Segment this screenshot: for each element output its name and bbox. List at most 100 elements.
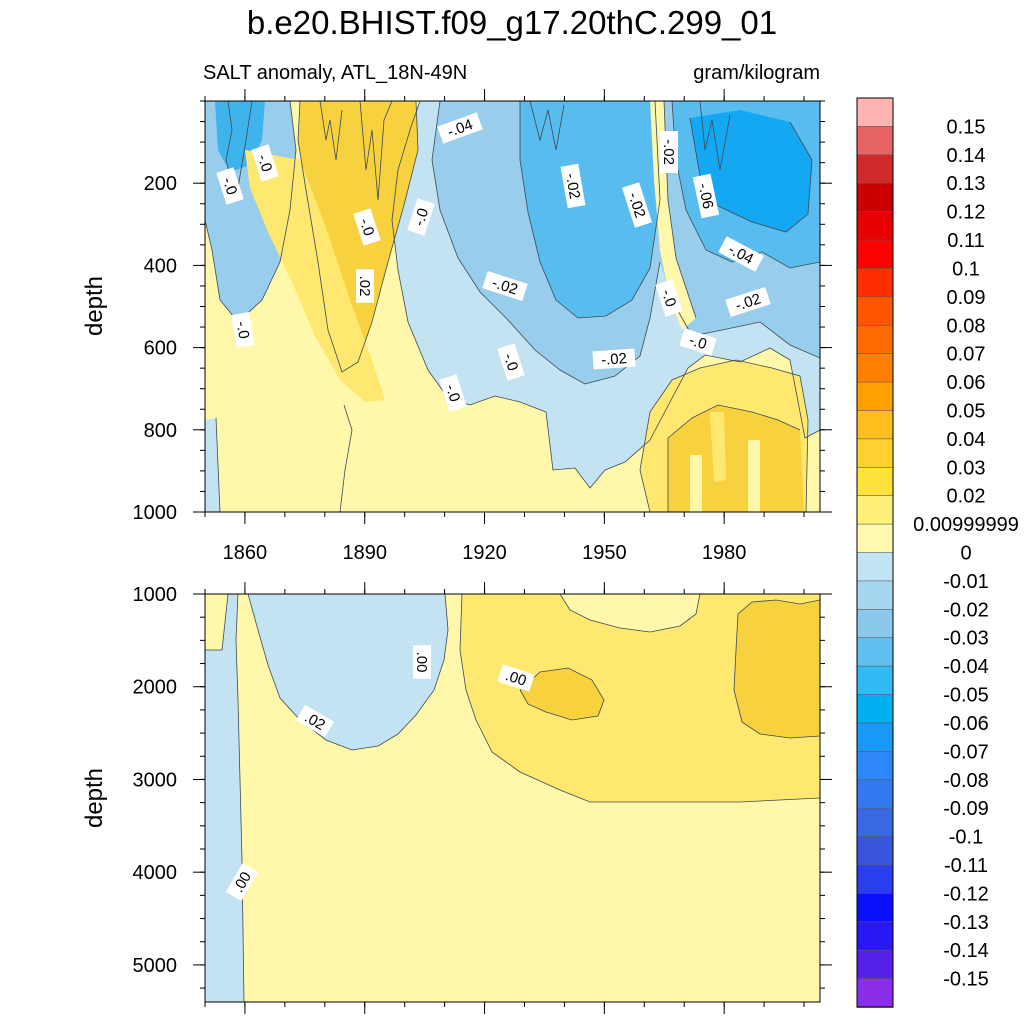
contour-label-box <box>413 645 431 679</box>
contour-label: -.0 <box>407 198 435 236</box>
lower-plot-frame <box>204 593 821 1003</box>
colorbar-swatch <box>856 893 894 923</box>
contour-line <box>215 417 221 512</box>
variable-label: SALT anomaly, ATL_18N-49N <box>203 62 468 84</box>
upper-field-west-column <box>205 418 220 512</box>
contour-label-box <box>497 343 525 381</box>
colorbar-swatch <box>856 410 894 440</box>
upper-field-positive-mid-west <box>245 150 385 402</box>
colorbar-label: -0.05 <box>943 685 989 707</box>
contour-line <box>559 594 701 633</box>
y-tick-label: 2000 <box>133 677 178 699</box>
contour-line <box>205 101 297 323</box>
contour-label-box <box>251 144 279 182</box>
lower-field-negative-dome <box>248 594 448 750</box>
contour-label-text: -.0 <box>411 206 433 228</box>
y-axis-title: depth <box>81 276 108 336</box>
colorbar-label: -0.13 <box>943 912 989 934</box>
contour-label-text: -.0 <box>233 320 253 340</box>
contour-line <box>391 101 820 489</box>
contour-label-text: -.02 <box>562 172 583 200</box>
y-tick-label: 600 <box>144 338 177 360</box>
colorbar-label: -0.03 <box>943 628 989 650</box>
y-tick-label: 200 <box>144 173 177 195</box>
lower-field-positive-strong-east <box>734 600 820 738</box>
colorbar-swatch <box>856 466 894 497</box>
colorbar-frame <box>856 97 894 1008</box>
colorbar-label: 0.15 <box>947 116 986 138</box>
colorbar-label: 0.04 <box>947 429 986 451</box>
contour-label-box <box>439 374 467 412</box>
contour-label-box <box>679 328 717 356</box>
contour-line <box>667 404 801 512</box>
colorbar-swatch <box>856 97 894 128</box>
contour-label-box <box>621 182 653 228</box>
upper-field-negative-deep <box>690 110 812 232</box>
colorbar-swatch <box>856 694 894 724</box>
contour-label-box <box>497 664 535 692</box>
contour-line <box>459 594 820 803</box>
colorbar-swatch <box>856 978 894 1008</box>
colorbar-swatch <box>856 552 894 582</box>
colorbar-label: -0.02 <box>943 599 989 621</box>
colorbar-label: 0.00999999 <box>913 514 1019 536</box>
upper-contour-labels: -.04-.02-.02-.02 -.06-.04-.02-.02-.02-.0-… <box>216 112 771 412</box>
colorbar-swatch <box>856 438 894 469</box>
contour-label-text: -.02 <box>601 350 628 369</box>
colorbar-swatch <box>856 807 894 838</box>
colorbar-label: 0.09 <box>947 287 986 309</box>
contour-label-text: .02 <box>356 276 373 297</box>
y-tick-label: 3000 <box>133 769 178 791</box>
colorbar-label: -0.04 <box>943 656 989 678</box>
y-tick-label: 400 <box>144 255 177 277</box>
colorbar-label: 0.14 <box>947 145 986 167</box>
contour-line <box>519 101 661 319</box>
contour-line <box>319 101 343 161</box>
colorbar-swatch <box>856 239 894 270</box>
contour-line <box>431 101 661 385</box>
colorbar-label: 0.05 <box>947 400 986 422</box>
contour-label-box <box>592 348 636 370</box>
colorbar-label: -0.12 <box>943 883 989 905</box>
colorbar-swatch <box>856 921 894 951</box>
y-tick-label: 800 <box>144 420 177 442</box>
contour-line <box>639 359 809 512</box>
contour-label-box <box>216 167 244 205</box>
contour-line <box>205 594 229 651</box>
colorbar-label: -0.06 <box>943 713 989 735</box>
colorbar-swatch <box>856 495 894 525</box>
contour-label: -.0 <box>216 167 244 205</box>
upper-field-positive-column-c <box>748 440 760 512</box>
contour-line <box>339 404 353 512</box>
contour-label-text: -.0 <box>500 351 522 373</box>
colorbar-label: 0.03 <box>947 457 986 479</box>
colorbar-label: -0.11 <box>944 855 988 877</box>
colorbar-swatch <box>856 580 894 611</box>
contour-label-box <box>353 208 381 246</box>
colorbar-swatch <box>856 779 894 809</box>
colorbar-swatch <box>856 523 894 554</box>
contour-label-box <box>231 311 255 349</box>
contour-label-box <box>655 279 683 317</box>
colorbar-label: -0.08 <box>943 770 989 792</box>
contour-label-text: -.0 <box>356 216 378 238</box>
contour-label-box <box>560 163 586 209</box>
axis-text: 1860 1890 1920 1950 1980 200 400 600 800 1000 dept… <box>81 173 746 977</box>
colorbar-swatch <box>856 836 894 866</box>
contour-label: -.0 <box>497 343 525 381</box>
colorbar-label: 0.07 <box>947 344 986 366</box>
colorbar-label: -0.09 <box>943 798 989 820</box>
colorbar: 0.15 0.14 0.13 0.12 0.11 0.1 0.09 0.08 0.07 0.06 0… <box>856 97 1019 1008</box>
contour-label-text: .00 <box>413 652 430 673</box>
contour-label-box <box>295 704 335 738</box>
contour-label-box <box>482 270 528 302</box>
x-tick-label: 1860 <box>223 542 268 564</box>
colorbar-swatch <box>856 864 894 895</box>
x-tick-label: 1980 <box>702 542 747 564</box>
contour-label-text: .00 <box>503 667 528 690</box>
contour-line <box>733 599 820 739</box>
contour-label: -.02 <box>592 348 636 370</box>
contour-line <box>359 101 393 201</box>
lower-field-positive-strong-center <box>520 668 604 720</box>
upper-field-positive-column-a <box>690 455 702 512</box>
